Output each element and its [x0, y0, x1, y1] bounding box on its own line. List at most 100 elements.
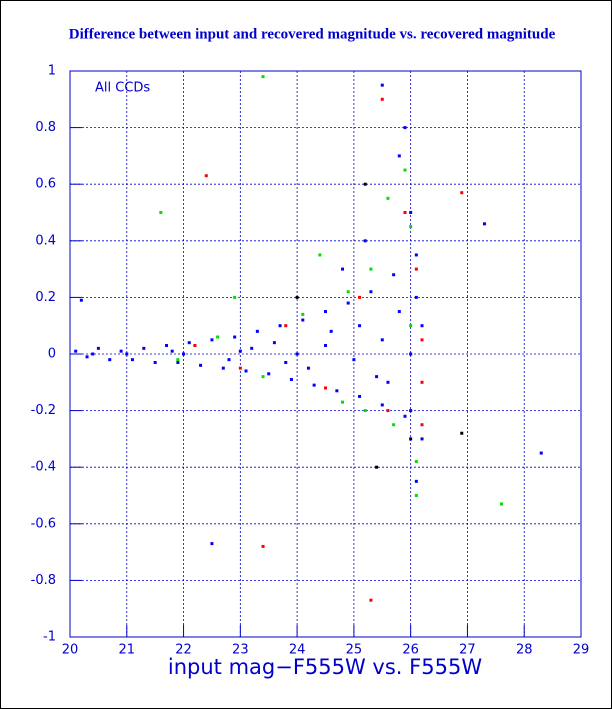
point [414, 479, 418, 483]
point [272, 341, 276, 345]
point [176, 358, 180, 362]
point [352, 358, 356, 362]
point [74, 349, 78, 353]
point [108, 358, 112, 362]
point [216, 335, 220, 339]
point [289, 377, 293, 381]
point [414, 494, 418, 497]
point [414, 253, 418, 257]
point [403, 414, 407, 418]
x-tick-label: 29 [573, 643, 590, 658]
point [386, 196, 390, 200]
point [397, 154, 401, 158]
point [318, 253, 322, 257]
point [312, 383, 316, 387]
point [403, 168, 407, 172]
point [91, 352, 95, 356]
point [165, 344, 169, 348]
point [182, 352, 186, 356]
point [119, 349, 123, 353]
point [363, 239, 367, 243]
point [420, 338, 424, 342]
point [261, 75, 265, 79]
point [392, 273, 396, 277]
point [233, 335, 237, 339]
point [341, 400, 345, 404]
point [380, 403, 384, 407]
x-tick-label: 21 [119, 643, 136, 658]
y-tick-label: -0.2 [31, 403, 56, 418]
x-tick-label: 25 [346, 643, 363, 658]
point [363, 182, 367, 186]
point [414, 267, 418, 271]
point [363, 409, 367, 413]
x-tick-label: 23 [232, 643, 249, 658]
point [278, 324, 282, 328]
point [244, 369, 248, 373]
y-tick-label: 0.8 [35, 120, 56, 135]
point [380, 338, 384, 342]
point [346, 301, 350, 305]
point [130, 358, 134, 362]
chart-title: Difference between input and recovered m… [69, 26, 556, 42]
point [335, 389, 339, 393]
point [392, 423, 396, 427]
point [380, 97, 384, 101]
x-axis-label: input mag−F555W vs. F555W [168, 655, 482, 679]
point [159, 211, 163, 214]
point [306, 366, 310, 370]
point [397, 310, 401, 314]
point [199, 363, 203, 367]
point [187, 341, 191, 345]
point [324, 310, 327, 314]
y-tick-label: -0.6 [31, 516, 56, 531]
point [142, 346, 146, 350]
plot-frame [69, 70, 582, 638]
point [267, 372, 271, 376]
point [420, 380, 424, 384]
point [193, 344, 197, 348]
x-tick-label: 28 [516, 643, 533, 658]
y-tick-label: 0.2 [35, 290, 56, 305]
point [125, 352, 129, 356]
point [375, 375, 379, 379]
point [284, 324, 288, 328]
point [409, 437, 413, 441]
point [500, 502, 504, 506]
point [221, 366, 225, 370]
point [358, 394, 362, 398]
point [261, 375, 265, 379]
point [403, 126, 407, 130]
point [375, 465, 379, 469]
point [261, 544, 265, 548]
point [403, 211, 407, 214]
point [210, 542, 214, 546]
point [295, 295, 299, 299]
x-tick-label: 24 [289, 643, 306, 658]
y-tick-label: 1 [48, 64, 56, 79]
point [204, 174, 208, 178]
point [414, 295, 418, 299]
point [255, 329, 259, 333]
point [420, 324, 424, 328]
point [301, 318, 305, 322]
point [460, 191, 464, 195]
x-tick-label: 20 [62, 643, 79, 658]
point [170, 349, 174, 353]
point [409, 324, 413, 328]
point [380, 83, 384, 87]
point [85, 355, 89, 359]
point [301, 312, 305, 316]
point [358, 295, 362, 299]
point [386, 380, 390, 384]
point [369, 267, 373, 271]
point [238, 366, 242, 370]
y-tick-label: 0.6 [35, 177, 56, 192]
point [482, 222, 486, 226]
point [210, 338, 214, 342]
point [460, 431, 464, 435]
point [386, 409, 390, 413]
point [324, 344, 327, 348]
